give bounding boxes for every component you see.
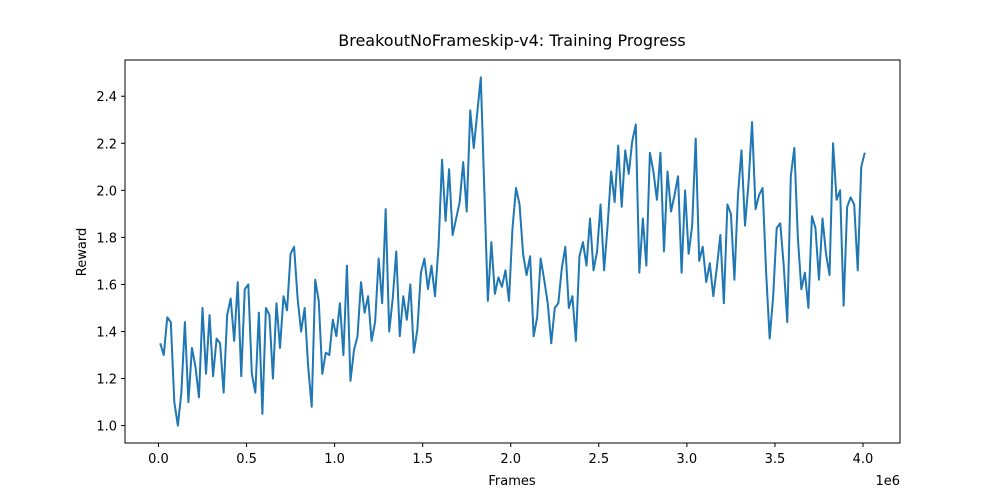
x-tick-label: 0.5 <box>236 452 257 467</box>
chart-title: BreakoutNoFrameskip-v4: Training Progres… <box>338 31 686 50</box>
y-axis-label: Reward <box>75 228 90 276</box>
y-tick-label: 2.4 <box>96 90 117 105</box>
x-tick-label: 2.0 <box>500 452 521 467</box>
plot-frame <box>124 59 901 444</box>
x-tick-label: 4.0 <box>853 452 874 467</box>
x-tick-label: 1.5 <box>412 452 433 467</box>
x-tick-label: 2.5 <box>588 452 609 467</box>
y-tick-label: 1.4 <box>96 325 117 340</box>
y-tick-label: 1.2 <box>96 373 117 388</box>
x-tick-label: 3.5 <box>765 452 786 467</box>
x-tick-label: 1.0 <box>324 452 345 467</box>
y-tick-label: 2.2 <box>96 137 117 152</box>
y-tick-label: 1.8 <box>96 231 117 246</box>
x-offset-label: 1e6 <box>875 474 900 489</box>
y-tick-label: 2.0 <box>96 184 117 199</box>
y-tick-label: 1.0 <box>96 420 117 435</box>
data-line <box>159 76 866 427</box>
x-tick-label: 3.0 <box>677 452 698 467</box>
x-axis-label: Frames <box>488 474 536 489</box>
y-tick-label: 1.6 <box>96 278 117 293</box>
x-tick-label: 0.0 <box>148 452 169 467</box>
